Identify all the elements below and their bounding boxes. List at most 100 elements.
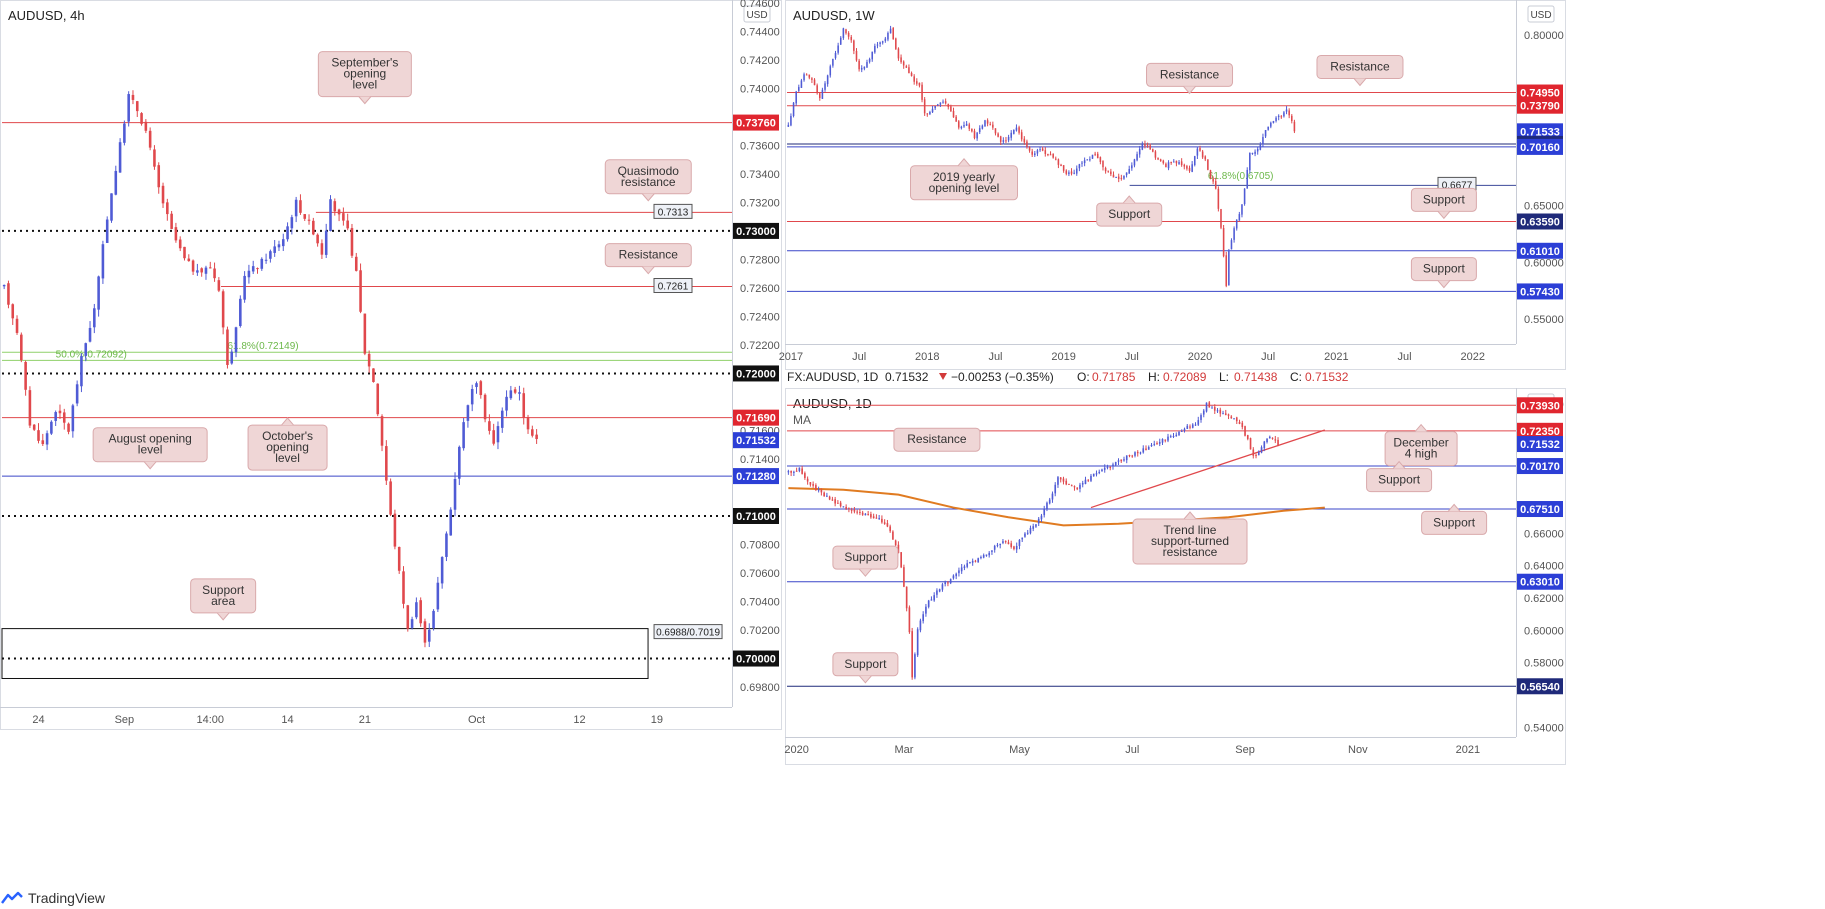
candle xyxy=(938,588,941,593)
candle xyxy=(1081,480,1084,488)
candle-body xyxy=(1262,137,1264,145)
tradingview-logo-icon[interactable] xyxy=(0,891,24,905)
symbol-title: AUDUSD, 4h xyxy=(8,8,85,23)
candle-body xyxy=(864,513,867,516)
candle-body xyxy=(845,29,847,34)
candle xyxy=(1167,433,1169,443)
candle xyxy=(243,271,246,303)
candle xyxy=(795,467,798,472)
currency-badge[interactable]: USD xyxy=(1527,5,1555,23)
y-tick-label: 0.72600 xyxy=(740,283,780,295)
candle-body xyxy=(889,526,891,532)
candle xyxy=(1102,160,1104,171)
candle-body xyxy=(153,149,156,167)
candle-body xyxy=(505,396,508,411)
candle-body xyxy=(1010,132,1012,138)
candle xyxy=(845,504,847,510)
candle-body xyxy=(410,619,414,628)
candle xyxy=(1275,116,1277,123)
currency-badge[interactable]: USD xyxy=(743,5,771,23)
candle xyxy=(531,425,534,438)
candle-body xyxy=(243,275,246,300)
candle xyxy=(28,386,32,429)
candle-body xyxy=(1213,407,1216,411)
candle xyxy=(926,113,929,117)
support-callout-1: Support xyxy=(1366,460,1433,493)
x-tick-label: Jul xyxy=(988,351,1002,363)
candle-body xyxy=(1291,115,1293,122)
price-axis-tag xyxy=(733,222,779,239)
candle xyxy=(963,564,966,571)
candle xyxy=(466,404,470,428)
candle-body xyxy=(1094,153,1096,155)
candle-body xyxy=(1081,162,1083,164)
x-tick-label: 12 xyxy=(573,714,585,726)
level-inline-label: 0.6677 xyxy=(1442,180,1473,191)
candle-body xyxy=(1220,209,1222,228)
candle xyxy=(839,500,842,508)
candle xyxy=(419,597,422,627)
candle xyxy=(889,25,892,34)
candle xyxy=(1146,142,1149,148)
candle-body xyxy=(1002,541,1004,543)
price-axis-tag xyxy=(1517,97,1563,114)
candle xyxy=(509,385,513,400)
candle xyxy=(1283,110,1285,118)
candle-body xyxy=(1125,172,1128,176)
candle xyxy=(118,138,122,173)
candle xyxy=(963,121,965,128)
candle xyxy=(1196,146,1199,160)
candle xyxy=(986,118,989,127)
candle-body xyxy=(488,421,491,431)
price-axis-tag-label: 0.71000 xyxy=(736,511,776,523)
candle xyxy=(1120,459,1123,463)
resistance-callout-1: Resistance xyxy=(1146,62,1234,95)
candle xyxy=(41,433,45,446)
candle xyxy=(996,542,999,548)
candle xyxy=(445,531,448,562)
candle-body xyxy=(965,123,968,126)
candle-body xyxy=(1209,170,1212,179)
candle xyxy=(931,105,934,113)
ohlc-close-label: C: xyxy=(1290,370,1302,384)
ohlc-high-label: H: xyxy=(1148,370,1160,384)
candle-body xyxy=(971,560,974,563)
candle-body xyxy=(1230,240,1233,250)
candle xyxy=(1156,441,1158,445)
candle xyxy=(1112,171,1115,178)
price-axis-tag xyxy=(1517,422,1563,439)
candle xyxy=(453,472,457,517)
candle xyxy=(1162,159,1165,165)
candle-body xyxy=(2,284,6,287)
candle-body xyxy=(50,421,53,434)
candle xyxy=(939,102,942,108)
y-tick-label: 0.73600 xyxy=(740,140,780,152)
price-axis-tag xyxy=(1517,501,1563,518)
candle-body xyxy=(850,509,853,511)
price-axis-tag-label: 0.61010 xyxy=(1520,246,1560,258)
candle-body xyxy=(881,518,883,523)
callout-pointer xyxy=(216,612,230,621)
candle xyxy=(910,71,913,77)
candle xyxy=(204,265,208,280)
y-tick-label: 0.60000 xyxy=(1524,625,1564,637)
candle xyxy=(1052,153,1054,159)
candle-body xyxy=(960,567,963,572)
candle-body xyxy=(828,496,831,500)
candle-body xyxy=(1054,484,1057,494)
candle-body xyxy=(1123,459,1125,461)
candle-body xyxy=(889,28,892,34)
candle-body xyxy=(1060,164,1062,167)
candle-body xyxy=(991,550,993,552)
candle xyxy=(839,36,842,45)
candle-body xyxy=(320,243,324,255)
candle-body xyxy=(858,60,860,70)
symbol-title: AUDUSD, 1D xyxy=(793,396,872,411)
candle-body xyxy=(1102,161,1104,168)
candle xyxy=(178,236,182,252)
candle xyxy=(213,262,216,282)
brand-label[interactable]: TradingView xyxy=(28,890,106,906)
resistance-callout: Resistance xyxy=(893,427,981,452)
candle-body xyxy=(900,57,902,63)
level-inline-label: 0.7313 xyxy=(658,207,689,218)
